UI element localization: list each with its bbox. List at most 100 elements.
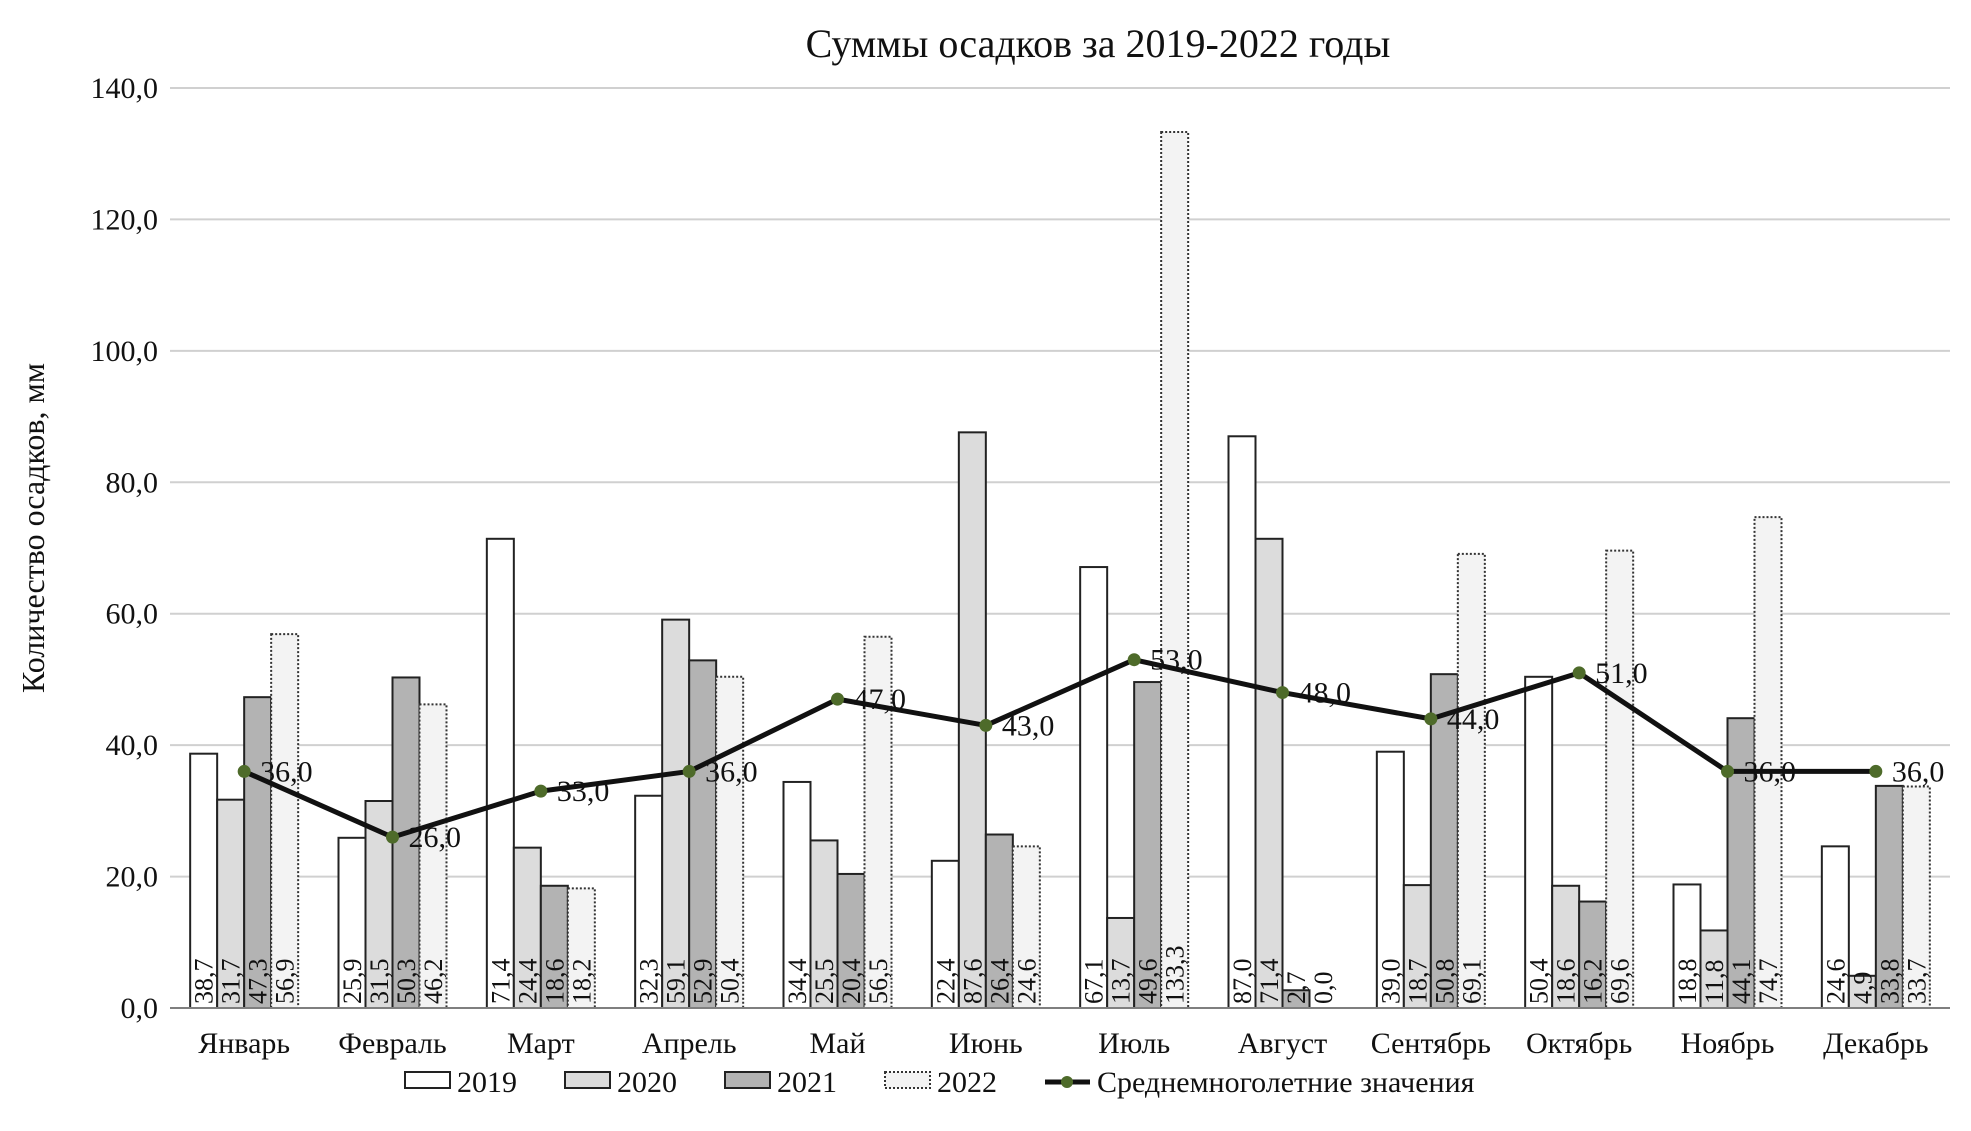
bar-data-label: 33,7 [1902,959,1931,1005]
average-data-label: 53,0 [1150,644,1203,677]
bar-2022-3 [716,677,743,1008]
y-tick-label: 100,0 [91,335,159,368]
average-marker [683,765,695,777]
y-tick-label: 120,0 [91,203,159,236]
bar-data-label: 22,4 [931,959,960,1005]
average-marker [238,765,250,777]
average-data-label: 44,0 [1447,703,1500,736]
legend-label: 2020 [617,1066,677,1099]
legend-label: Среднемноголетние значения [1097,1066,1475,1099]
y-tick-label: 80,0 [106,466,159,499]
y-tick-label: 20,0 [106,861,159,894]
bar-data-label: 50,4 [716,959,745,1005]
bar-data-label: 33,8 [1875,959,1904,1005]
average-data-label: 48,0 [1299,677,1352,710]
average-data-label: 36,0 [705,755,758,788]
bar-2021-3 [689,660,716,1008]
x-tick-label: Февраль [338,1027,446,1060]
bar-2022-8 [1458,554,1485,1008]
bar-data-label: 31,5 [365,959,394,1005]
bar-data-label: 39,0 [1376,959,1405,1005]
bar-data-label: 18,7 [1403,959,1432,1005]
bar-data-label: 4,9 [1848,972,1877,1005]
y-tick-label: 0,0 [121,992,159,1025]
bar-data-label: 11,8 [1700,959,1729,1004]
average-marker [1277,687,1289,699]
average-data-label: 47,0 [854,683,907,716]
bar-data-label: 56,9 [271,959,300,1005]
bar-data-label: 34,4 [783,959,812,1005]
average-marker [832,693,844,705]
x-tick-label: Декабрь [1823,1027,1929,1060]
bar-2022-9 [1606,551,1633,1008]
average-data-label: 33,0 [557,775,610,808]
bar-data-label: 18,6 [1552,959,1581,1005]
bar-2019-7 [1229,436,1256,1008]
bar-data-label: 71,4 [486,959,515,1005]
bar-data-label: 24,6 [1012,959,1041,1005]
x-tick-label: Январь [198,1027,290,1060]
bar-data-label: 50,4 [1525,959,1554,1005]
bar-data-label: 50,3 [392,959,421,1005]
bar-data-label: 32,3 [635,959,664,1005]
bar-data-label: 69,6 [1606,959,1635,1005]
bar-data-label: 133,3 [1161,946,1190,1005]
y-tick-label: 140,0 [91,72,159,105]
bar-data-label: 31,7 [217,959,246,1005]
bar-data-label: 16,2 [1579,959,1608,1005]
y-tick-label: 40,0 [106,729,159,762]
average-marker [1722,765,1734,777]
legend-label: 2019 [457,1066,517,1099]
average-data-label: 36,0 [1744,755,1797,788]
average-marker [1870,765,1882,777]
x-tick-label: Июнь [949,1027,1023,1060]
average-marker [1573,667,1585,679]
bar-data-label: 46,2 [419,959,448,1005]
bar-data-label: 59,1 [662,959,691,1005]
legend-swatch-2020 [565,1072,610,1088]
bar-data-label: 18,8 [1673,959,1702,1005]
bar-data-label: 24,4 [513,959,542,1005]
bar-2020-7 [1256,539,1283,1008]
average-data-label: 26,0 [409,821,462,854]
legend-swatch-2019 [405,1072,450,1088]
bar-data-label: 71,4 [1255,959,1284,1005]
bar-data-label: 25,9 [338,959,367,1005]
x-tick-label: Июль [1098,1027,1170,1060]
bar-data-label: 2,7 [1282,972,1311,1005]
bar-data-label: 20,4 [837,959,866,1005]
bar-2019-6 [1080,567,1107,1008]
bar-data-label: 47,3 [244,959,273,1005]
bar-data-label: 50,8 [1430,959,1459,1005]
bar-data-label: 44,1 [1727,959,1756,1005]
y-tick-label: 60,0 [106,598,159,631]
legend-swatch-2022 [885,1072,930,1088]
bar-data-label: 49,6 [1134,959,1163,1005]
bar-data-label: 67,1 [1080,959,1109,1005]
x-tick-label: Март [507,1027,575,1060]
bar-data-label: 26,4 [985,959,1014,1004]
bar-data-label: 52,9 [689,959,718,1005]
bar-data-label: 24,6 [1821,959,1850,1005]
average-marker [1425,713,1437,725]
x-tick-label: Апрель [642,1027,737,1060]
bar-data-label: 56,5 [864,959,893,1005]
bar-data-label: 74,7 [1754,959,1783,1005]
bar-data-label: 13,7 [1107,959,1136,1005]
average-data-label: 36,0 [260,755,313,788]
y-axis-label: Количество осадков, мм [15,363,51,693]
x-tick-label: Октябрь [1526,1027,1632,1060]
average-marker [535,785,547,797]
bar-data-label: 38,7 [190,959,219,1005]
legend-swatch-2021 [725,1072,770,1088]
legend-label: 2021 [777,1066,837,1099]
bar-data-label: 69,1 [1457,959,1486,1005]
bar-2019-2 [487,539,514,1008]
x-tick-label: Август [1238,1027,1328,1060]
bar-data-label: 18,6 [540,959,569,1005]
chart-title: Суммы осадков за 2019-2022 годы [806,21,1391,66]
x-tick-label: Сентябрь [1371,1027,1491,1060]
x-tick-label: Май [809,1027,865,1060]
bar-2020-3 [662,620,689,1008]
